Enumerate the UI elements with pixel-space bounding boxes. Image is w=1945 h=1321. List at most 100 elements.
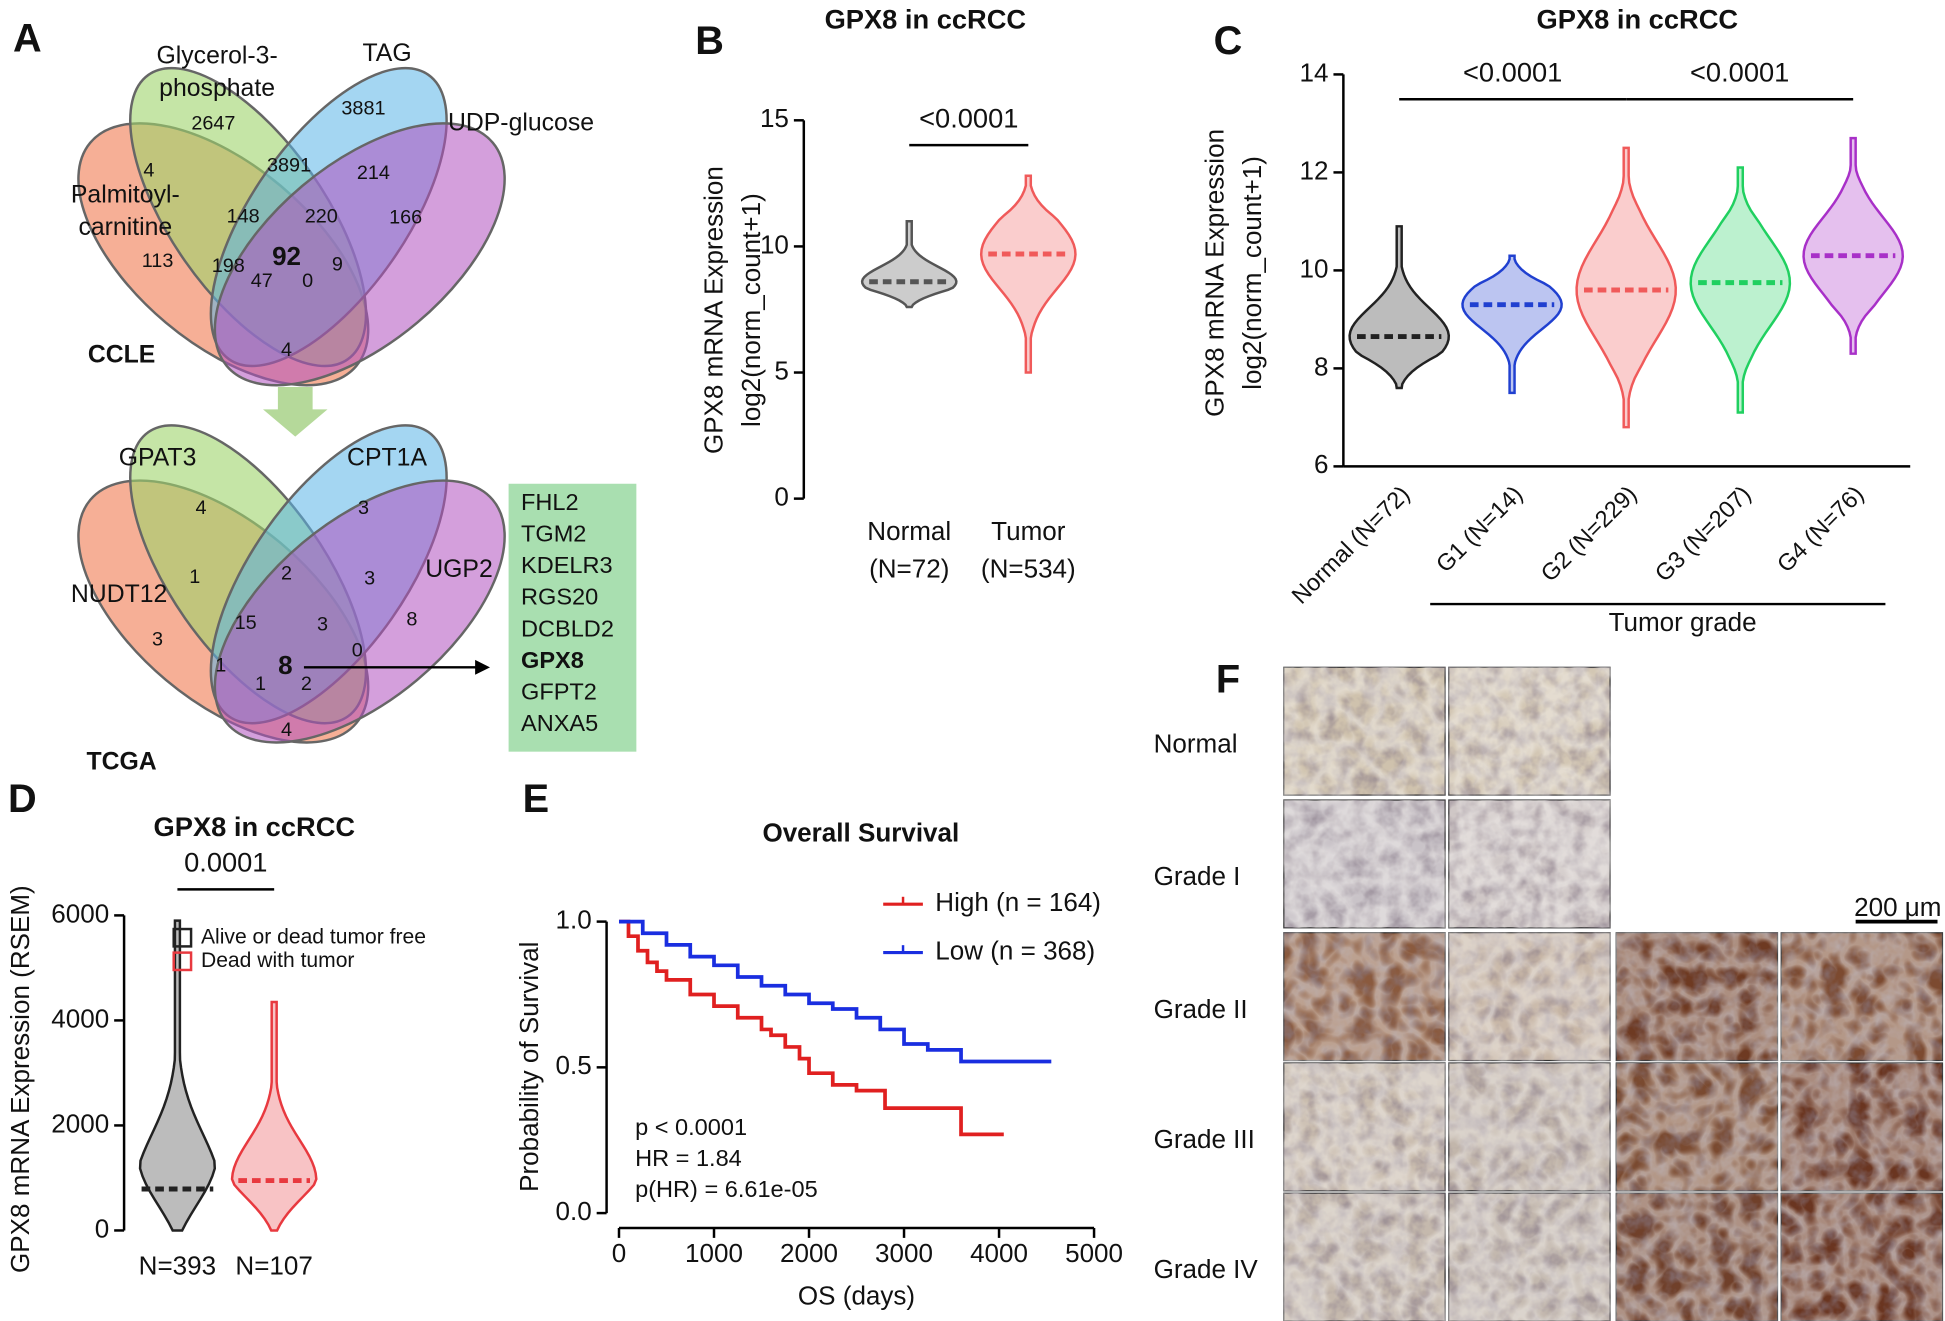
ihc-texture	[1283, 1063, 1446, 1191]
survival-curve	[618, 919, 1052, 1064]
gene-name: TGM2	[521, 520, 586, 546]
region-count: 8	[406, 608, 417, 630]
x-tick-label: Normal	[867, 516, 951, 546]
y-tick-label: 10	[1300, 253, 1329, 283]
x-tick-label: 3000	[875, 1238, 933, 1268]
region-count: 3891	[267, 154, 311, 176]
x-tick-note: (N=72)	[869, 553, 949, 583]
x-tick-label: N=393	[139, 1251, 216, 1281]
violin	[1802, 136, 1905, 355]
group-label: Tumor grade	[1609, 607, 1757, 637]
ihc-texture	[1283, 667, 1446, 796]
set-label: CPT1A	[347, 444, 427, 471]
set-label: TAG	[362, 40, 411, 67]
region-count: 4	[281, 339, 292, 361]
ihc-texture	[1283, 1193, 1446, 1321]
violin	[860, 219, 958, 309]
region-count: 3	[358, 497, 369, 519]
row-label: Grade III	[1154, 1124, 1255, 1154]
region-count: 0	[302, 270, 313, 292]
y-tick-label: 8	[1314, 351, 1328, 381]
y-axis-title: GPX8 mRNA Expression (RSEM)	[5, 885, 35, 1273]
region-count: 166	[389, 207, 422, 229]
row-label: Grade I	[1154, 861, 1241, 891]
p-value: <0.0001	[1690, 57, 1789, 88]
y-tick-label: 0.5	[556, 1050, 592, 1080]
arrow-head	[475, 659, 490, 675]
chart-title: GPX8 in ccRCC	[1537, 3, 1739, 34]
set-label: UGP2	[425, 556, 493, 583]
ihc-texture	[1448, 800, 1611, 928]
chart-title: Overall Survival	[762, 818, 959, 848]
ihc-texture	[1283, 932, 1446, 1061]
legend-label: Alive or dead tumor free	[201, 925, 426, 948]
x-tick-label: G4 (N=76)	[1772, 481, 1869, 578]
row-label: Grade II	[1154, 994, 1248, 1024]
gene-name: GFPT2	[521, 679, 597, 705]
region-count: 3	[152, 628, 163, 650]
violin	[230, 1000, 318, 1232]
region-count: 8	[278, 650, 292, 680]
y-axis-title: log2(norm_count+1)	[1237, 156, 1267, 390]
dataset-label: TCGA	[86, 748, 156, 775]
ihc-texture	[1448, 1193, 1611, 1321]
y-tick-label: 1.0	[556, 904, 592, 934]
set-label: NUDT12	[71, 581, 167, 608]
panel-letter: F	[1216, 658, 1240, 702]
region-count: 3	[317, 613, 328, 635]
region-count: 198	[212, 255, 245, 277]
x-axis-title: OS (days)	[798, 1280, 915, 1310]
y-tick-label: 0.0	[556, 1196, 592, 1226]
y-axis-title: log2(norm_count+1)	[736, 193, 766, 427]
ihc-texture	[1448, 932, 1611, 1061]
region-count: 2	[281, 563, 292, 585]
region-count: 3	[364, 567, 375, 589]
ihc-texture	[1781, 1063, 1943, 1191]
set-label: phosphate	[159, 75, 275, 102]
gene-name: KDELR3	[521, 552, 613, 578]
violin	[1348, 225, 1451, 390]
legend-label: High (n = 164)	[935, 887, 1101, 917]
ihc-texture	[1616, 1193, 1778, 1321]
legend-swatch	[172, 927, 193, 948]
gene-name: RGS20	[521, 584, 598, 610]
y-tick-label: 6	[1314, 449, 1328, 479]
y-tick-label: 5	[774, 355, 788, 385]
p-value: <0.0001	[919, 103, 1018, 134]
stat-text: p(HR) = 6.61e-05	[635, 1176, 818, 1202]
set-label: UDP-glucose	[448, 110, 594, 137]
gene-name: GPX8	[521, 647, 584, 673]
x-tick-label: 0	[612, 1238, 626, 1268]
x-tick-label: G1 (N=14)	[1431, 481, 1528, 578]
y-tick-label: 14	[1300, 57, 1329, 87]
ihc-texture	[1616, 932, 1778, 1061]
x-tick-label: 2000	[780, 1238, 838, 1268]
violin	[138, 919, 217, 1232]
y-tick-label: 2000	[51, 1108, 109, 1138]
y-tick-label: 4000	[51, 1003, 109, 1033]
region-count: 1	[255, 673, 266, 695]
panel-letter: D	[8, 777, 37, 821]
ihc-texture	[1616, 1063, 1778, 1191]
x-tick-label: 4000	[970, 1238, 1028, 1268]
x-tick-label: 1000	[685, 1238, 743, 1268]
x-tick-label: G3 (N=207)	[1650, 481, 1756, 587]
region-count: 1	[215, 654, 226, 676]
violin	[1689, 166, 1792, 414]
region-count: 0	[352, 639, 363, 661]
x-tick-label: Tumor	[991, 516, 1066, 546]
stat-text: p < 0.0001	[635, 1114, 747, 1140]
stat-text: HR = 1.84	[635, 1145, 742, 1171]
down-arrow	[263, 386, 328, 437]
legend-label: Low (n = 368)	[935, 935, 1095, 965]
region-count: 220	[305, 205, 338, 227]
x-tick-label: 5000	[1065, 1238, 1123, 1268]
ihc-texture	[1448, 667, 1611, 796]
region-count: 2	[301, 673, 312, 695]
y-tick-label: 0	[774, 482, 788, 512]
y-axis-title: GPX8 mRNA Expression	[699, 166, 729, 454]
set-label: Glycerol-3-	[156, 43, 277, 70]
survival-curve	[618, 919, 1004, 1137]
